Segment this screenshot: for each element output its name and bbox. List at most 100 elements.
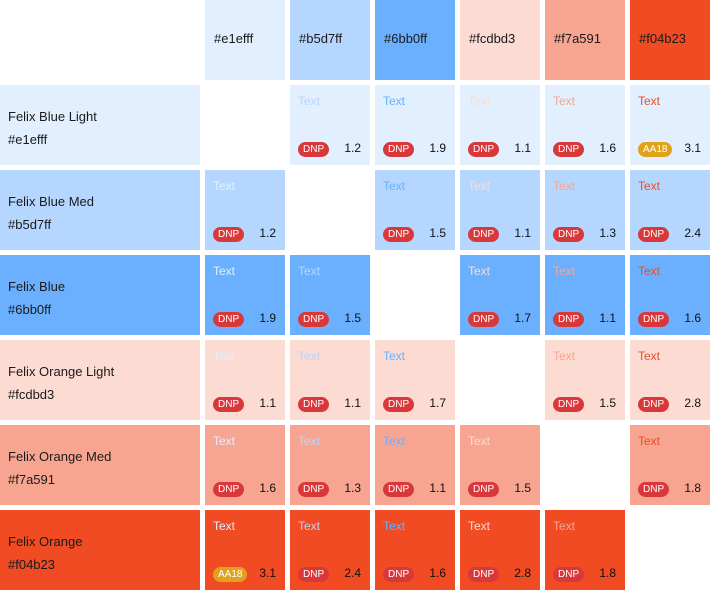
rating-badge: DNP <box>468 482 500 497</box>
row-header-hex: #b5d7ff <box>8 217 52 232</box>
contrast-cell: Text DNP 1.1 <box>375 425 455 505</box>
contrast-ratio: 1.9 <box>259 311 276 325</box>
contrast-cell: Text DNP 1.3 <box>290 425 370 505</box>
rating-badge: DNP <box>468 142 500 157</box>
contrast-ratio: 1.8 <box>684 481 701 495</box>
contrast-ratio: 1.6 <box>684 311 701 325</box>
sample-text: Text <box>298 94 321 108</box>
contrast-cell: Text DNP 1.1 <box>460 85 540 165</box>
contrast-ratio: 1.7 <box>429 396 446 410</box>
contrast-cell: Text AA18 3.1 <box>630 85 710 165</box>
rating-badge: DNP <box>638 227 670 242</box>
contrast-cell: Text DNP 1.6 <box>375 510 455 590</box>
contrast-cell: Text DNP 1.1 <box>205 340 285 420</box>
sample-text: Text <box>468 264 491 278</box>
row-header-hex: #f04b23 <box>8 557 55 572</box>
contrast-ratio: 1.3 <box>599 226 616 240</box>
sample-text: Text <box>213 264 236 278</box>
row-header-name: Felix Orange Med <box>8 449 112 464</box>
contrast-ratio: 1.1 <box>259 396 276 410</box>
contrast-ratio: 3.1 <box>259 566 276 580</box>
row-header-name: Felix Blue Med <box>8 194 94 209</box>
sample-text: Text <box>553 264 576 278</box>
contrast-cell: Text DNP 1.9 <box>205 255 285 335</box>
contrast-cell: Text DNP 1.6 <box>205 425 285 505</box>
contrast-ratio: 3.1 <box>684 141 701 155</box>
contrast-ratio: 1.5 <box>344 311 361 325</box>
rating-badge: DNP <box>553 567 585 582</box>
column-header: #e1efff <box>205 0 285 80</box>
contrast-cell: Text AA18 3.1 <box>205 510 285 590</box>
contrast-ratio: 1.5 <box>429 226 446 240</box>
column-header: #6bb0ff <box>375 0 455 80</box>
contrast-ratio: 1.3 <box>344 481 361 495</box>
row-header: Felix Orange Light #fcdbd3 <box>0 340 200 420</box>
contrast-ratio: 1.1 <box>344 396 361 410</box>
row-header-name: Felix Orange <box>8 534 83 549</box>
rating-badge: DNP <box>213 397 245 412</box>
contrast-ratio: 1.5 <box>514 481 531 495</box>
contrast-cell: Text DNP 1.7 <box>375 340 455 420</box>
sample-text: Text <box>383 94 406 108</box>
rating-badge: DNP <box>213 312 245 327</box>
rating-badge: DNP <box>553 397 585 412</box>
contrast-cell: Text DNP 1.2 <box>290 85 370 165</box>
contrast-cell: Text DNP 1.6 <box>630 255 710 335</box>
row-header: Felix Orange #f04b23 <box>0 510 200 590</box>
contrast-cell: Text DNP 1.1 <box>290 340 370 420</box>
contrast-ratio: 1.9 <box>429 141 446 155</box>
contrast-cell: Text DNP 2.4 <box>630 170 710 250</box>
rating-badge: DNP <box>553 227 585 242</box>
sample-text: Text <box>383 434 406 448</box>
column-header: #fcdbd3 <box>460 0 540 80</box>
row-header: Felix Orange Med #f7a591 <box>0 425 200 505</box>
contrast-cell: Text DNP 1.2 <box>205 170 285 250</box>
column-header: #f7a591 <box>545 0 625 80</box>
contrast-ratio: 1.1 <box>514 141 531 155</box>
row-header-hex: #f7a591 <box>8 472 55 487</box>
row-header-hex: #6bb0ff <box>8 302 52 317</box>
rating-badge: DNP <box>383 142 415 157</box>
rating-badge: DNP <box>213 482 245 497</box>
rating-badge: DNP <box>213 227 245 242</box>
contrast-ratio: 1.1 <box>599 311 616 325</box>
sample-text: Text <box>638 179 661 193</box>
sample-text: Text <box>553 94 576 108</box>
rating-badge: DNP <box>468 312 500 327</box>
row-header-hex: #fcdbd3 <box>8 387 55 402</box>
sample-text: Text <box>298 349 321 363</box>
sample-text: Text <box>213 519 236 533</box>
sample-text: Text <box>553 179 576 193</box>
column-header-label: #f7a591 <box>554 31 601 46</box>
contrast-ratio: 1.6 <box>259 481 276 495</box>
contrast-cell: Text DNP 1.8 <box>630 425 710 505</box>
column-header-label: #fcdbd3 <box>469 31 516 46</box>
rating-badge: DNP <box>298 567 330 582</box>
contrast-cell: Text DNP 1.9 <box>375 85 455 165</box>
sample-text: Text <box>468 179 491 193</box>
sample-text: Text <box>383 179 406 193</box>
sample-text: Text <box>298 434 321 448</box>
sample-text: Text <box>468 434 491 448</box>
contrast-ratio: 1.2 <box>259 226 276 240</box>
contrast-cell: Text DNP 1.1 <box>545 255 625 335</box>
column-header: #b5d7ff <box>290 0 370 80</box>
column-header-label: #b5d7ff <box>299 31 343 46</box>
rating-badge: DNP <box>383 567 415 582</box>
contrast-ratio: 1.2 <box>344 141 361 155</box>
row-header-name: Felix Orange Light <box>8 364 115 379</box>
rating-badge: DNP <box>383 482 415 497</box>
contrast-ratio: 2.8 <box>684 396 701 410</box>
contrast-ratio: 1.6 <box>429 566 446 580</box>
rating-badge: DNP <box>468 227 500 242</box>
rating-badge: DNP <box>638 482 670 497</box>
rating-badge: DNP <box>468 567 500 582</box>
contrast-cell: Text DNP 1.5 <box>460 425 540 505</box>
sample-text: Text <box>553 519 576 533</box>
rating-badge: DNP <box>298 482 330 497</box>
column-header-label: #6bb0ff <box>384 31 428 46</box>
contrast-ratio: 2.4 <box>344 566 361 580</box>
contrast-cell: Text DNP 1.3 <box>545 170 625 250</box>
rating-badge: DNP <box>383 397 415 412</box>
